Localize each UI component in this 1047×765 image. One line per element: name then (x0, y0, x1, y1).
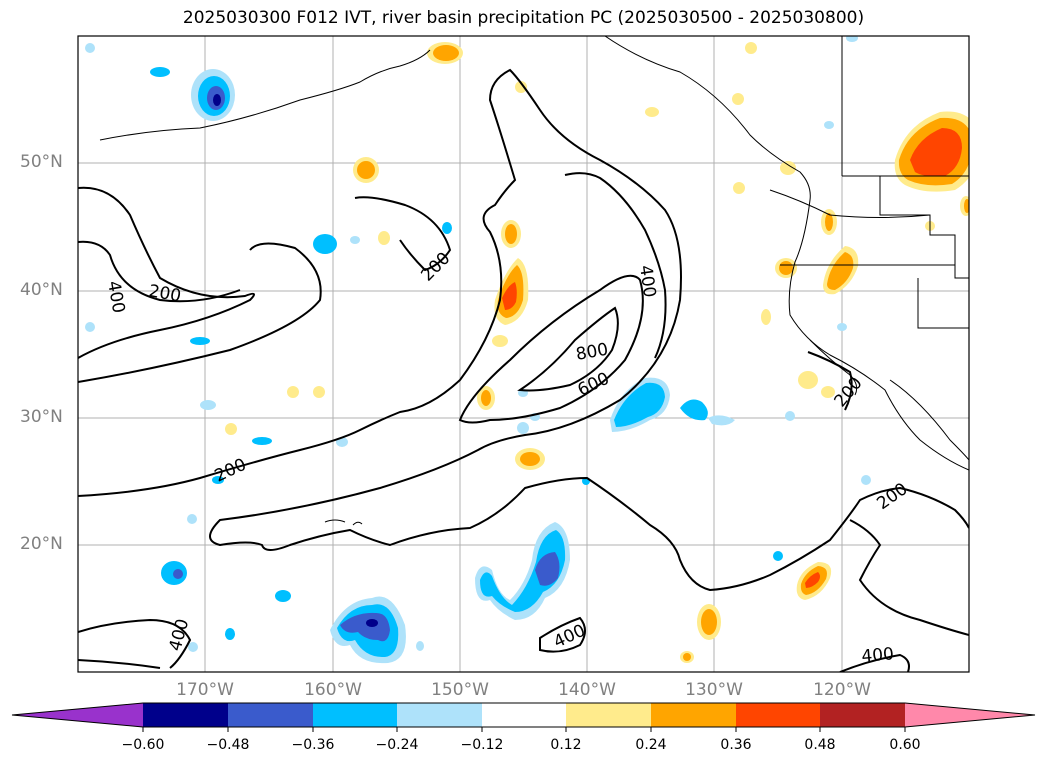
neg-blob-central-south (475, 522, 570, 620)
lon-label-120w: 120°W (813, 680, 871, 700)
contour-400-west (78, 186, 255, 359)
neg-blob-gulf-alaska (191, 69, 235, 121)
contour-800 (517, 306, 619, 392)
lat-label-30n: 30°N (20, 407, 63, 427)
lon-label-140w: 140°W (558, 680, 616, 700)
pos-blob-south-east (796, 562, 832, 600)
colorbar-tick-label: −0.60 (121, 737, 165, 753)
colorbar-tick-label: 0.48 (804, 737, 836, 753)
lon-label-130w: 130°W (685, 680, 743, 700)
colorbar-tick-label: −0.48 (206, 737, 250, 753)
colorbar (11, 702, 1036, 732)
hawaii-islands (324, 519, 346, 523)
pos-blob-small (225, 42, 969, 663)
colorbar-tick-label: −0.36 (291, 737, 335, 753)
contour-200-west (78, 242, 322, 383)
colorbar-extend-high (905, 703, 1035, 727)
neg-blob-hawaii-south (161, 561, 406, 664)
lat-label-50n: 50°N (20, 152, 63, 172)
hawaii-islands-2 (352, 521, 363, 526)
lat-label-20n: 20°N (20, 534, 63, 554)
colorbar-segment-3 (313, 703, 397, 727)
pos-blob-northeast-land (894, 111, 969, 192)
lat-label-40n: 40°N (20, 280, 63, 300)
lon-label-150w: 150°W (431, 680, 489, 700)
coastlines (99, 36, 969, 526)
colorbar-extend-low (12, 703, 143, 727)
neg-blob-small-1 (85, 36, 871, 652)
state-boundaries (879, 176, 969, 279)
contour-400-south (539, 616, 586, 653)
map-title: 2025030300 F012 IVT, river basin precipi… (182, 8, 865, 28)
colorbar-tick-label: 0.24 (635, 737, 667, 753)
map-frame (77, 35, 970, 673)
contour-600 (458, 274, 644, 424)
colorbar-tick-label: 0.36 (720, 737, 752, 753)
colorbar-segment-9 (820, 703, 905, 727)
lon-label-170w: 170°W (176, 680, 234, 700)
contour-200-north (354, 196, 452, 272)
colorbar-segment-6 (566, 703, 651, 727)
colorbar-tick-label: 0.60 (889, 737, 921, 753)
pos-blob-central (494, 258, 529, 325)
colorbar-segment-4 (397, 703, 482, 727)
colorbar-segment-7 (651, 703, 736, 727)
state-boundary-2 (917, 278, 969, 329)
contour-400-southeast (839, 653, 910, 672)
contour-400-inner (78, 240, 241, 303)
contour-200-southeast (849, 519, 969, 636)
colorbar-segment-2 (228, 703, 313, 727)
colorbar-tick-label: −0.12 (460, 737, 504, 753)
vancouver-island (769, 189, 931, 218)
contour-label-400-b: 400 (635, 264, 659, 299)
contour-400-southwest (78, 618, 192, 669)
neg-blob-subtropical-east (610, 377, 735, 432)
colorbar-segment-8 (736, 703, 820, 727)
lon-label-160w: 160°W (304, 680, 362, 700)
mexico-coast (889, 379, 969, 461)
colorbar-tick-label: 0.12 (550, 737, 582, 753)
positive-pc-shading (225, 42, 969, 663)
west-coast-north-america (604, 36, 969, 471)
colorbar-segment-1 (143, 703, 228, 727)
pos-blob-coast (823, 246, 859, 295)
contour-label-400-e: 400 (861, 644, 895, 667)
contour-400-east (564, 172, 667, 359)
contour-200-coast (807, 351, 853, 411)
contour-200-main (78, 68, 969, 592)
colorbar-segment-5 (482, 703, 566, 727)
colorbar-tick-label: −0.24 (375, 737, 419, 753)
aleutian-chain (99, 49, 431, 141)
ivt-contours (78, 68, 969, 672)
negative-pc-shading (85, 36, 871, 664)
colorbar-ticks (142, 727, 906, 732)
contour-400-sw2 (78, 659, 161, 669)
